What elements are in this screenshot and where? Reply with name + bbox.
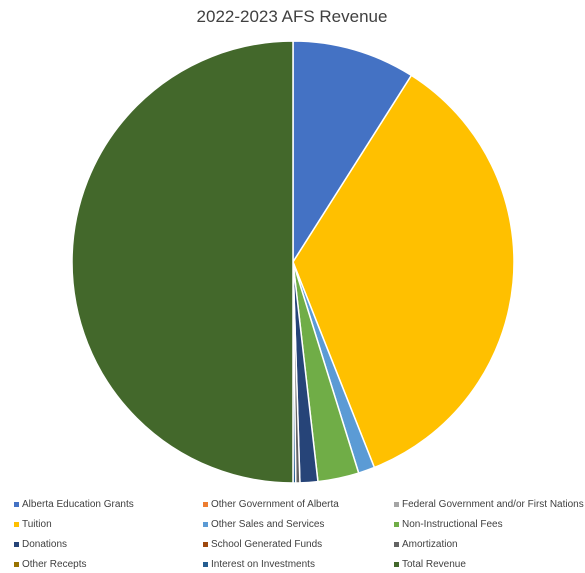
legend-item-amortization: Amortization <box>394 539 458 550</box>
legend-swatch <box>394 542 399 547</box>
legend-item-school-generated-funds: School Generated Funds <box>203 539 322 550</box>
legend-label: Total Revenue <box>402 559 466 570</box>
legend-swatch <box>394 502 399 507</box>
legend-item-non-instructional-fees: Non-Instructional Fees <box>394 519 503 530</box>
legend-item-other-sales-and-services: Other Sales and Services <box>203 519 324 530</box>
legend-swatch <box>203 522 208 527</box>
legend-swatch <box>14 522 19 527</box>
legend-swatch <box>394 562 399 567</box>
legend-label: Tuition <box>22 519 52 530</box>
legend-label: Alberta Education Grants <box>22 499 134 510</box>
legend-item-interest-on-investments: Interest on Investments <box>203 559 315 570</box>
pie-slices <box>71 40 515 484</box>
legend-label: Federal Government and/or First Nations <box>402 499 584 510</box>
legend-item-total-revenue: Total Revenue <box>394 559 466 570</box>
legend-swatch <box>14 542 19 547</box>
legend-label: Donations <box>22 539 67 550</box>
legend-item-other-recepts: Other Recepts <box>14 559 86 570</box>
legend-label: Other Government of Alberta <box>211 499 339 510</box>
legend-swatch <box>14 562 19 567</box>
legend-swatch <box>394 522 399 527</box>
legend-item-other-government-of-alberta: Other Government of Alberta <box>203 499 339 510</box>
legend-label: School Generated Funds <box>211 539 322 550</box>
legend-label: Interest on Investments <box>211 559 315 570</box>
legend-swatch <box>203 502 208 507</box>
legend: Alberta Education Grants Other Government… <box>14 499 584 570</box>
legend-swatch <box>203 542 208 547</box>
legend-item-alberta-education-grants: Alberta Education Grants <box>14 499 134 510</box>
legend-label: Other Sales and Services <box>211 519 324 530</box>
legend-label: Non-Instructional Fees <box>402 519 503 530</box>
legend-item-federal-government-and-or-first-nations: Federal Government and/or First Nations <box>394 499 584 510</box>
pie-slice-tuition <box>292 74 515 469</box>
legend-swatch <box>14 502 19 507</box>
legend-swatch <box>203 562 208 567</box>
chart-title: 2022-2023 AFS Revenue <box>197 7 388 26</box>
legend-item-tuition: Tuition <box>14 519 52 530</box>
legend-label: Other Recepts <box>22 559 86 570</box>
legend-item-donations: Donations <box>14 539 67 550</box>
pie-slice-alberta-education-grants <box>292 40 413 263</box>
legend-label: Amortization <box>402 539 458 550</box>
pie-slice-total-revenue <box>71 40 294 484</box>
